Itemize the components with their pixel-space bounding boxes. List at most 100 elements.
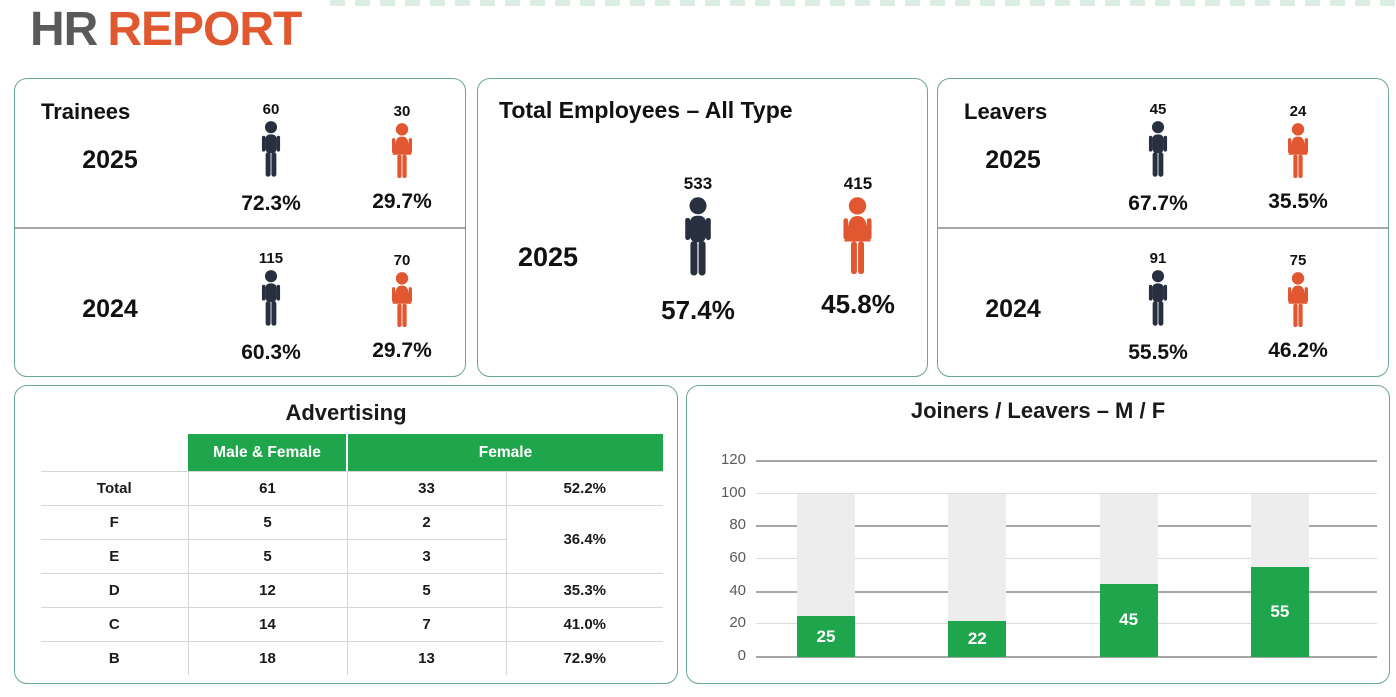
leavers-2024-female-stat: 75 46.2% (1268, 252, 1328, 363)
female-pct-value-merged: 36.4% (505, 505, 663, 574)
female-percentage: 35.5% (1268, 189, 1328, 213)
advertising-header-row: Male & Female Female (41, 434, 663, 472)
table-row: Total 61 33 52.2% (41, 471, 663, 506)
table-row: B 18 13 72.9% (41, 641, 663, 675)
leavers-card: Leavers 2025 45 67.7% 24 35.5% 2024 91 5… (937, 78, 1389, 377)
advertising-table: Male & Female Female Total 61 33 52.2% F… (41, 434, 663, 675)
male-female-value: 61 (187, 471, 347, 506)
female-value: 33 (346, 471, 506, 506)
male-percentage: 57.4% (661, 295, 735, 325)
table-row: E 5 3 (41, 539, 663, 574)
year-label: 2025 (985, 145, 1041, 174)
trainees-2024-female-stat: 70 29.7% (372, 252, 432, 363)
female-percentage: 45.8% (821, 289, 895, 319)
male-female-value: 5 (187, 539, 347, 574)
bar-data-label: 45 (1119, 610, 1139, 630)
male-female-value: 18 (187, 641, 347, 675)
table-row: C 14 7 41.0% (41, 607, 663, 642)
male-count: 115 (258, 249, 284, 267)
female-value: 2 (346, 505, 506, 540)
bar-value-55: 55 (1250, 567, 1309, 657)
row-label: F (41, 505, 188, 540)
year-label: 2025 (82, 145, 138, 174)
gridline-80 (756, 525, 1377, 528)
leavers-2025-female-stat: 24 35.5% (1268, 103, 1328, 214)
female-percentage: 46.2% (1268, 338, 1328, 362)
leavers-2025-male-stat: 45 67.7% (1128, 101, 1188, 216)
trainees-card: Trainees 2025 60 72.3% 30 29.7% 2024 115… (14, 78, 466, 377)
advertising-title: Advertising (285, 400, 407, 425)
year-label: 2024 (82, 294, 138, 323)
male-count: 45 (1149, 100, 1167, 118)
row-label: D (41, 573, 188, 608)
male-count: 533 (683, 174, 713, 193)
row-label: E (41, 539, 188, 574)
female-value: 13 (346, 641, 506, 675)
row-label: C (41, 607, 188, 642)
female-count: 24 (1289, 102, 1307, 120)
gridline-0 (756, 656, 1377, 658)
female-pct-value: 72.9% (505, 641, 663, 675)
leavers-2024-male-stat: 91 55.5% (1128, 250, 1188, 365)
y-axis-tick-label: 80 (729, 516, 746, 534)
leavers-row-2025: 2025 45 67.7% 24 35.5% (938, 79, 1388, 227)
female-percentage: 29.7% (372, 338, 432, 362)
total-employees-card-title: Total Employees – All Type (499, 97, 793, 123)
male-icon (1148, 120, 1168, 177)
y-axis-tick-label: 60 (729, 549, 746, 566)
female-icon (1287, 122, 1308, 178)
gridline-20 (756, 623, 1377, 625)
female-icon (391, 271, 412, 327)
trainees-2024-male-stat: 115 60.3% (241, 250, 301, 365)
bar-value-25: 25 (797, 616, 855, 657)
male-icon (261, 269, 281, 326)
female-icon (1287, 271, 1308, 327)
female-icon (843, 197, 873, 275)
male-count: 91 (1149, 249, 1167, 267)
female-value: 7 (346, 607, 506, 642)
total-male-stat: 533 57.4% (661, 174, 735, 326)
female-count: 415 (843, 174, 873, 193)
gridline-120 (756, 460, 1377, 462)
male-female-value: 14 (187, 607, 347, 642)
bar-value-22: 22 (948, 621, 1007, 657)
female-value: 5 (346, 573, 506, 608)
y-axis-tick-label: 0 (737, 647, 746, 664)
male-percentage: 72.3% (241, 191, 301, 215)
male-percentage: 55.5% (1128, 340, 1188, 364)
y-axis-tick-label: 120 (720, 451, 746, 468)
year-label: 2025 (517, 242, 579, 272)
page-title-report: REPORT (107, 3, 302, 56)
page-title: HR REPORT (30, 2, 302, 57)
total-female-stat: 415 45.8% (821, 174, 895, 320)
chart-title: Joiners / Leavers – M / F (910, 398, 1166, 423)
male-female-value: 5 (187, 505, 347, 540)
header-spacer (41, 434, 188, 472)
gridline-100 (756, 492, 1377, 494)
joiners-leavers-chart-card: Joiners / Leavers – M / F 0 20 40 60 80 100 12… (686, 385, 1390, 684)
page-title-hr: HR (30, 3, 98, 56)
male-icon (685, 197, 711, 276)
header-female: Female (346, 434, 663, 472)
male-count: 60 (262, 100, 280, 118)
header-male-female: Male & Female (188, 434, 347, 472)
row-label: B (41, 641, 188, 675)
trainees-row-2025: 2025 60 72.3% 30 29.7% (15, 79, 465, 227)
female-count: 75 (1289, 251, 1307, 269)
table-row: D 12 5 35.3% (41, 573, 663, 608)
female-pct-value: 52.2% (505, 471, 663, 506)
row-label: Total (41, 471, 188, 506)
female-pct-value: 35.3% (505, 573, 663, 608)
female-pct-value: 41.0% (505, 607, 663, 642)
bar-data-label: 25 (816, 626, 836, 646)
gridline-40 (756, 590, 1377, 593)
female-count: 30 (393, 102, 411, 120)
trainees-2025-female-stat: 30 29.7% (372, 103, 432, 214)
female-count: 70 (393, 251, 411, 269)
top-border-decoration (330, 0, 1396, 6)
trainees-2025-male-stat: 60 72.3% (241, 101, 301, 216)
female-percentage: 29.7% (372, 189, 432, 213)
bar-data-label: 55 (1270, 602, 1290, 622)
trainees-card-title: Trainees (41, 99, 131, 124)
